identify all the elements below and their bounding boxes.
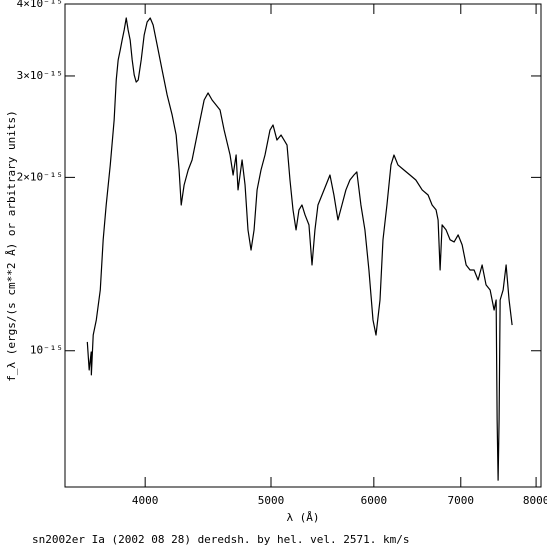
y-tick-label: 3×10⁻¹⁵ [17,69,63,82]
y-tick-label: 10⁻¹⁵ [30,344,63,357]
caption: sn2002er Ia (2002 08 28) deredsh. by hel… [32,533,410,546]
x-tick-label: 4000 [132,494,159,507]
spectrum-line [86,17,513,481]
x-tick-label: 5000 [258,494,285,507]
x-tick-label: 7000 [448,494,475,507]
x-tick-label: 6000 [361,494,388,507]
x-axis-label: λ (Å) [286,511,319,524]
x-tick-label: 8000 [523,494,547,507]
y-axis-label: f_λ (ergs/(s cm**2 Å) or arbitrary units… [5,110,18,382]
y-tick-label: 2×10⁻¹⁵ [17,170,63,183]
y-tick-label: 4×10⁻¹⁵ [17,0,63,10]
plot-frame [64,3,542,488]
